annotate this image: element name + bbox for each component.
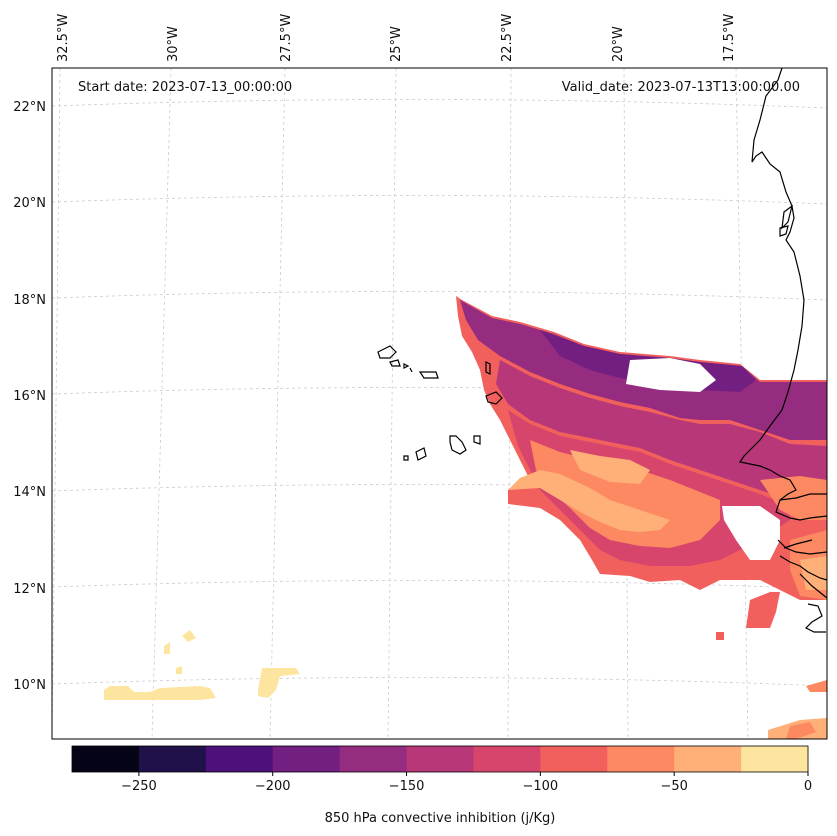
latitude-labels: 22°N 20°N 18°N 16°N 14°N 12°N 10°N — [13, 100, 46, 693]
colorbar-swatch — [406, 746, 474, 772]
cin-patch-west-2 — [258, 668, 300, 698]
colorbar-swatch — [272, 746, 341, 772]
coast-guinea-bissau — [777, 539, 827, 581]
lat-label-14n: 14°N — [13, 485, 46, 500]
cin-gap-north — [626, 358, 716, 392]
lat-label-20n: 20°N — [13, 196, 46, 211]
cin-patch-southeast — [806, 680, 827, 692]
cape-verde-sal — [485, 361, 491, 375]
cin-band-light-orange-2 — [570, 450, 650, 484]
colorbar-title: 850 hPa convective inhibition (j/Kg) — [325, 811, 556, 826]
colorbar-tick-label: 0 — [804, 779, 812, 794]
cape-verde-sao-vicente — [389, 359, 401, 367]
lon-label-25w: 25°W — [389, 26, 404, 62]
colorbar-tick-label: −250 — [121, 779, 157, 794]
cin-patch-bottom-2 — [786, 722, 816, 739]
lon-label-32-5w: 32.5°W — [56, 14, 71, 62]
coastlines — [377, 68, 827, 633]
western-sahara-islands — [779, 204, 793, 237]
cin-patch-west-1 — [104, 686, 216, 700]
coast-south — [799, 573, 827, 633]
lon-label-27-5w: 27.5°W — [279, 14, 294, 62]
cin-contours — [104, 296, 827, 739]
start-date-label: Start date: 2023-07-13_00:00:00 — [78, 80, 292, 95]
colorbar-swatch — [473, 746, 541, 772]
cin-band-light-orange — [508, 470, 670, 532]
cin-patch-west-4 — [164, 642, 170, 654]
lon-label-17-5w: 17.5°W — [722, 14, 737, 62]
map-frame — [51, 67, 828, 740]
colorbar-frame — [71, 745, 809, 773]
colorbar-swatch — [205, 746, 274, 772]
cin-gap-coast — [722, 506, 780, 560]
cape-verde-brava — [403, 455, 409, 461]
lat-label-22n: 22°N — [13, 100, 46, 115]
lon-label-30w: 30°W — [166, 26, 181, 62]
africa-coastline — [739, 68, 827, 521]
cape-verde-boa-vista — [485, 391, 503, 405]
coast-gambia — [779, 493, 827, 501]
colorbar: −250 −200 −150 −100 −50 0 — [71, 745, 812, 794]
valid-date-label: Valid_date: 2023-07-13T13:00:00.00 — [562, 80, 800, 95]
lon-label-22-5w: 22.5°W — [500, 14, 515, 62]
colorbar-swatch — [72, 746, 140, 772]
cin-patch-west-3 — [182, 630, 196, 642]
lat-label-10n: 10°N — [13, 678, 46, 693]
cape-verde-santo-antao — [377, 345, 397, 359]
cin-patch-south-2 — [716, 632, 724, 640]
colorbar-swatch — [674, 746, 742, 772]
cin-patch-west-5 — [176, 666, 182, 674]
map-panel — [52, 68, 827, 739]
longitude-labels: 32.5°W 30°W 27.5°W 25°W 22.5°W 20°W 17.5… — [56, 14, 737, 62]
colorbar-tick-label: −100 — [523, 779, 559, 794]
lon-label-20w: 20°W — [611, 26, 626, 62]
colorbar-tick-label: −200 — [255, 779, 291, 794]
colorbar-tick-label: −150 — [389, 779, 425, 794]
lat-label-16n: 16°N — [13, 389, 46, 404]
gridlines — [52, 68, 827, 739]
colorbar-swatch — [540, 746, 608, 772]
cin-band-orange — [530, 440, 720, 548]
colorbar-tick-label: −50 — [660, 779, 687, 794]
lat-label-12n: 12°N — [13, 582, 46, 597]
cape-verde-santa-luzia — [403, 363, 413, 373]
cin-band-pink — [496, 360, 827, 500]
cin-patch-south-1 — [746, 592, 780, 628]
cape-verde-fogo — [415, 447, 427, 461]
colorbar-swatch — [607, 746, 675, 772]
colorbar-swatch — [339, 746, 408, 772]
cape-verde-sao-nicolau — [418, 371, 439, 379]
lat-label-18n: 18°N — [13, 293, 46, 308]
colorbar-swatch — [741, 746, 809, 772]
cape-verde-maio — [473, 435, 481, 445]
colorbar-swatch — [138, 746, 207, 772]
cape-verde-santiago — [449, 435, 467, 455]
